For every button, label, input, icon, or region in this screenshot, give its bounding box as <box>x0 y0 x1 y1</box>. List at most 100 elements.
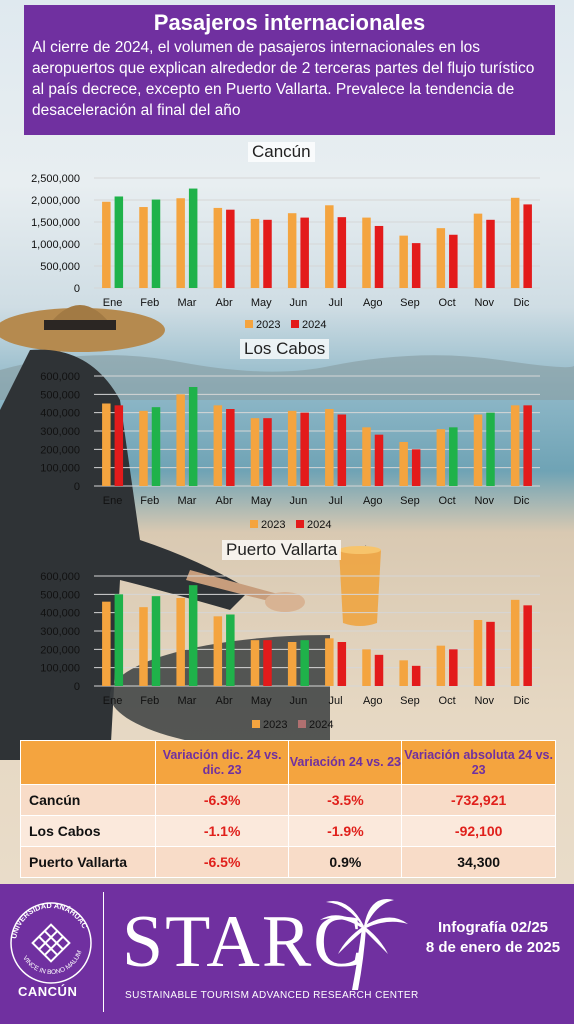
x-tick-label: May <box>251 695 272 707</box>
x-tick-label: Abr <box>216 495 233 507</box>
bar-2023 <box>473 213 483 288</box>
legend-swatch-2024 <box>291 320 299 328</box>
y-tick-label: 600,000 <box>40 571 80 583</box>
bar-2023 <box>176 598 185 686</box>
bar-2023 <box>102 601 111 686</box>
bar-2024 <box>300 640 309 686</box>
y-tick-label: 0 <box>74 283 80 295</box>
bar-2024 <box>300 217 309 288</box>
bar-2024 <box>188 188 198 288</box>
bar-2024 <box>374 654 384 686</box>
bar-2023 <box>102 403 111 486</box>
x-tick-label: Jun <box>290 695 308 707</box>
background-hills <box>0 355 574 400</box>
svg-text:UNIVERSIDAD ANÁHUAC: UNIVERSIDAD ANÁHUAC <box>9 901 89 939</box>
x-tick-label: Jul <box>329 695 343 707</box>
y-tick-label: 0 <box>74 481 80 493</box>
x-tick-label: Feb <box>140 695 159 707</box>
x-tick-label: Sep <box>400 297 420 309</box>
legend-swatch-2023 <box>245 320 253 328</box>
x-tick-label: Nov <box>474 695 494 707</box>
x-tick-label: Jun <box>290 297 308 309</box>
legend-swatch-2023 <box>252 720 260 728</box>
x-tick-label: Ago <box>363 297 383 309</box>
legend-label-2023: 2023 <box>261 519 285 531</box>
table-cell-value: -92,100 <box>401 815 556 847</box>
x-tick-label: Feb <box>140 495 159 507</box>
x-tick-label: Jul <box>329 297 343 309</box>
bar-2024 <box>337 414 347 486</box>
table-row: Cancún -6.3% -3.5% -732,921 <box>20 784 556 816</box>
y-tick-label: 500,000 <box>40 389 80 401</box>
y-tick-label: 1,000,000 <box>31 239 80 251</box>
infographic-info: Infografía 02/25 8 de enero de 2025 <box>418 918 568 958</box>
legend-label-2024: 2024 <box>309 719 333 731</box>
x-tick-label: Jul <box>329 495 343 507</box>
palm-tree-icon <box>320 899 408 990</box>
x-tick-label: Mar <box>177 495 196 507</box>
x-tick-label: Oct <box>439 695 456 707</box>
bar-2024 <box>226 209 235 288</box>
y-tick-label: 300,000 <box>40 626 80 638</box>
y-tick-label: 500,000 <box>40 261 80 273</box>
y-tick-label: 0 <box>74 681 80 693</box>
variation-table: Variación dic. 24 vs. dic. 23 Variación … <box>20 740 556 878</box>
bar-2023 <box>213 405 223 486</box>
y-tick-label: 200,000 <box>40 444 80 456</box>
y-tick-label: 300,000 <box>40 426 80 438</box>
bar-2024 <box>151 199 161 288</box>
bar-2023 <box>139 607 148 686</box>
bar-2023 <box>325 638 334 686</box>
bar-2024 <box>114 196 124 288</box>
bar-2023 <box>287 410 297 486</box>
x-tick-label: Abr <box>216 695 233 707</box>
x-tick-label: Dic <box>513 695 529 707</box>
bar-2023 <box>399 235 408 288</box>
legend-label-2023: 2023 <box>256 319 280 331</box>
legend-swatch-2024 <box>296 520 304 528</box>
x-tick-label: Mar <box>177 695 196 707</box>
y-tick-label: 100,000 <box>40 663 80 675</box>
y-tick-label: 2,500,000 <box>31 173 80 185</box>
bar-2024 <box>523 204 532 288</box>
bar-chart-puerto-vallarta: 0 100,000 200,000 300,000 400,000 500,000 600,… <box>40 571 540 731</box>
header-banner: Pasajeros internacionales Al cierre de 2… <box>24 5 555 135</box>
bar-2024 <box>151 407 161 486</box>
bar-2024 <box>449 234 458 288</box>
table-cell-value: -732,921 <box>401 784 556 816</box>
bar-2023 <box>510 599 520 686</box>
bar-2024 <box>263 219 272 288</box>
table-header-row: Variación dic. 24 vs. dic. 23 Variación … <box>20 740 556 785</box>
chart-title-puerto-vallarta: Puerto Vallarta <box>222 540 342 560</box>
x-tick-label: Ago <box>363 695 383 707</box>
bar-2023 <box>399 660 408 686</box>
bar-2024 <box>374 434 384 486</box>
y-tick-label: 400,000 <box>40 408 80 420</box>
bar-2023 <box>176 198 185 288</box>
y-tick-label: 1,500,000 <box>31 217 80 229</box>
bar-2023 <box>176 394 185 486</box>
x-tick-label: Dic <box>513 495 529 507</box>
divider <box>103 892 104 1012</box>
bar-2024 <box>337 642 347 686</box>
bar-2024 <box>114 405 124 486</box>
bar-2024 <box>523 405 532 486</box>
bar-2024 <box>188 585 198 686</box>
x-tick-label: Mar <box>177 297 196 309</box>
bar-chart-los-cabos: 0 100,000 200,000 300,000 400,000 500,000 600,… <box>40 371 540 531</box>
table-cell-value: -6.3% <box>154 784 290 816</box>
starc-subtitle: SUSTAINABLE TOURISM ADVANCED RESEARCH CE… <box>125 990 419 1001</box>
page-title: Pasajeros internacionales <box>153 10 426 35</box>
bar-2023 <box>362 217 371 288</box>
table-header-year-variation: Variación 24 vs. 23 <box>288 740 403 785</box>
y-tick-label: 500,000 <box>40 589 80 601</box>
y-tick-label: 200,000 <box>40 644 80 656</box>
legend-swatch-2023 <box>250 520 258 528</box>
bar-2024 <box>449 427 458 486</box>
x-tick-label: Ago <box>363 495 383 507</box>
bar-2024 <box>226 409 235 486</box>
x-tick-label: Nov <box>474 495 494 507</box>
bar-2023 <box>139 207 148 288</box>
x-tick-label: Sep <box>400 695 420 707</box>
